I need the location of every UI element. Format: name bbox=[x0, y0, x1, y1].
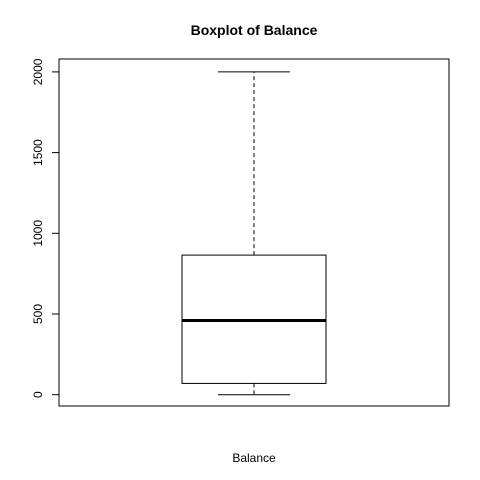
y-tick-label: 1000 bbox=[31, 220, 45, 247]
chart-title: Boxplot of Balance bbox=[191, 22, 318, 38]
y-tick-label: 1500 bbox=[31, 139, 45, 166]
y-axis: 0 500 1000 1500 2000 bbox=[31, 58, 60, 398]
box-group bbox=[181, 71, 327, 396]
x-axis-label: Balance bbox=[232, 451, 276, 465]
y-tick-label: 500 bbox=[31, 304, 45, 324]
y-tick-label: 0 bbox=[31, 391, 45, 398]
y-tick-label: 2000 bbox=[31, 58, 45, 85]
